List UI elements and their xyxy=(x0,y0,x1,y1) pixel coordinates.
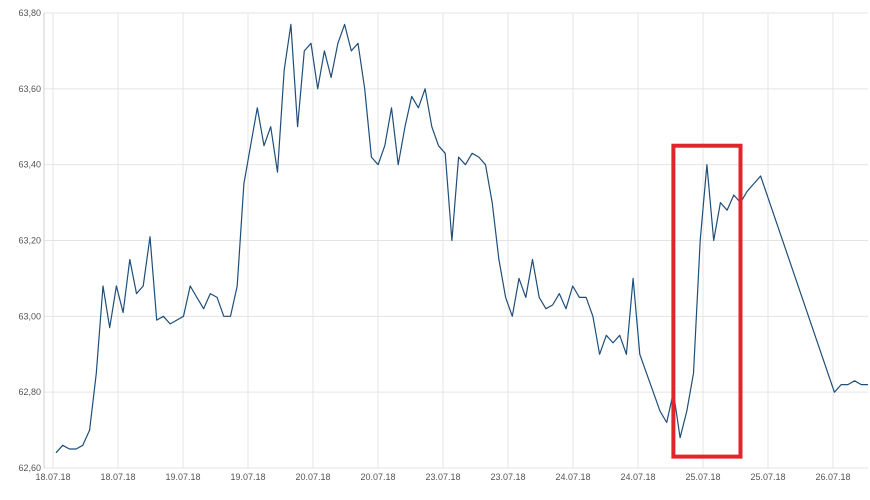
x-tick-label: 19.07.18 xyxy=(165,472,200,482)
y-tick-label: 62,60 xyxy=(18,463,41,473)
grid xyxy=(43,12,868,469)
x-tick-label: 20.07.18 xyxy=(295,472,330,482)
annotation-layer xyxy=(671,143,743,459)
highlight-box xyxy=(671,143,743,459)
x-tick-label: 23.07.18 xyxy=(490,472,525,482)
x-tick-label: 25.07.18 xyxy=(685,472,720,482)
x-tick-label: 18.07.18 xyxy=(35,472,70,482)
y-tick-label: 63,40 xyxy=(18,160,41,170)
x-tick-label: 26.07.18 xyxy=(815,472,850,482)
x-tick-label: 18.07.18 xyxy=(100,472,135,482)
y-tick-label: 62,80 xyxy=(18,387,41,397)
y-axis-labels: 62,60 62,80 63,00 63,20 63,40 63,60 63,80 xyxy=(18,8,41,473)
x-tick-label: 20.07.18 xyxy=(360,472,395,482)
x-tick-label: 24.07.18 xyxy=(620,472,655,482)
x-tick-label: 23.07.18 xyxy=(425,472,460,482)
price-series-line xyxy=(55,23,868,454)
x-tick-label: 24.07.18 xyxy=(555,472,590,482)
x-axis-labels: 18.07.18 18.07.18 19.07.18 19.07.18 20.07.18… xyxy=(35,472,850,482)
y-tick-label: 63,20 xyxy=(18,236,41,246)
y-tick-label: 63,60 xyxy=(18,84,41,94)
series-layer xyxy=(55,23,868,454)
x-tick-label: 25.07.18 xyxy=(750,472,785,482)
y-tick-label: 63,80 xyxy=(18,8,41,18)
x-tick-label: 19.07.18 xyxy=(230,472,265,482)
y-tick-label: 63,00 xyxy=(18,311,41,321)
